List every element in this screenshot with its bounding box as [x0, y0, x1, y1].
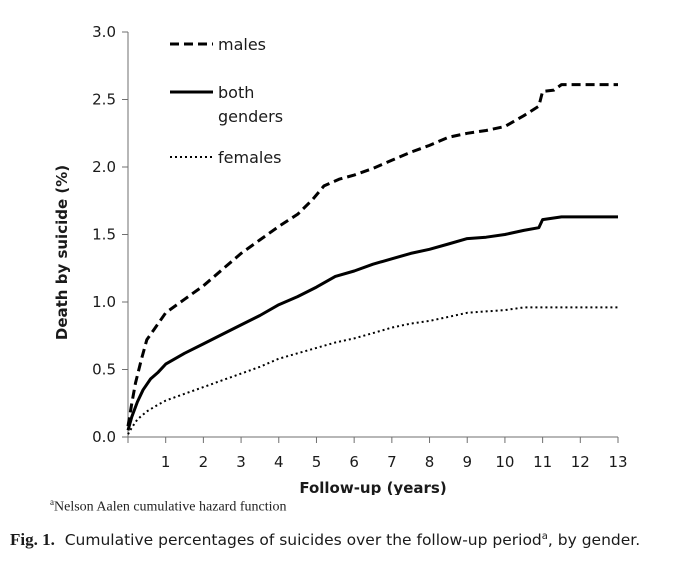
- y-tick-label: 3.0: [92, 23, 116, 41]
- figure-caption: Fig. 1. Cumulative percentages of suicid…: [10, 530, 640, 550]
- legend-label: females: [218, 148, 282, 167]
- x-tick-label: 8: [425, 453, 435, 471]
- x-axis-title: Follow-up (years): [299, 479, 446, 495]
- caption-marker: a: [541, 530, 548, 542]
- caption-text: Cumulative percentages of suicides over …: [64, 531, 542, 549]
- x-tick-label: 3: [236, 453, 246, 471]
- footnote: aNelson Aalen cumulative hazard function: [50, 497, 286, 516]
- legend-label: genders: [218, 107, 283, 126]
- chart: 0.00.51.01.52.02.53.01 2 3 4 5 6 7 8 9 10 11 12 13Fo…: [53, 23, 628, 495]
- y-tick-label: 2.5: [92, 91, 116, 109]
- legend-label: males: [218, 35, 266, 54]
- x-tick-label: 6: [349, 453, 359, 471]
- x-tick-label: 5: [312, 453, 322, 471]
- series-line-both-genders: [126, 215, 618, 431]
- x-tick-label: 10: [495, 453, 514, 471]
- caption-text-end: , by gender.: [547, 531, 641, 549]
- x-tick-label: 12: [571, 453, 590, 471]
- caption-label: Fig. 1.: [10, 530, 55, 549]
- footnote-marker: a: [50, 497, 54, 507]
- y-tick-label: 0.5: [92, 361, 116, 379]
- x-tick-label: 1: [161, 453, 171, 471]
- x-tick-label: 7: [387, 453, 397, 471]
- x-tick-label: 9: [462, 453, 472, 471]
- series-line-males: [126, 83, 618, 427]
- x-tick-label: 4: [274, 453, 284, 471]
- y-tick-label: 1.5: [92, 226, 116, 244]
- series-line-females: [127, 306, 618, 435]
- x-tick-label: 11: [533, 453, 552, 471]
- y-tick-label: 1.0: [92, 293, 116, 311]
- x-tick-label: 2: [199, 453, 209, 471]
- y-tick-label: 2.0: [92, 158, 116, 176]
- y-axis-title: Death by suicide (%): [53, 165, 71, 340]
- x-tick-label: 13: [608, 453, 627, 471]
- legend-label: both: [218, 83, 254, 102]
- y-tick-label: 0.0: [92, 428, 116, 446]
- footnote-text: Nelson Aalen cumulative hazard function: [54, 499, 287, 515]
